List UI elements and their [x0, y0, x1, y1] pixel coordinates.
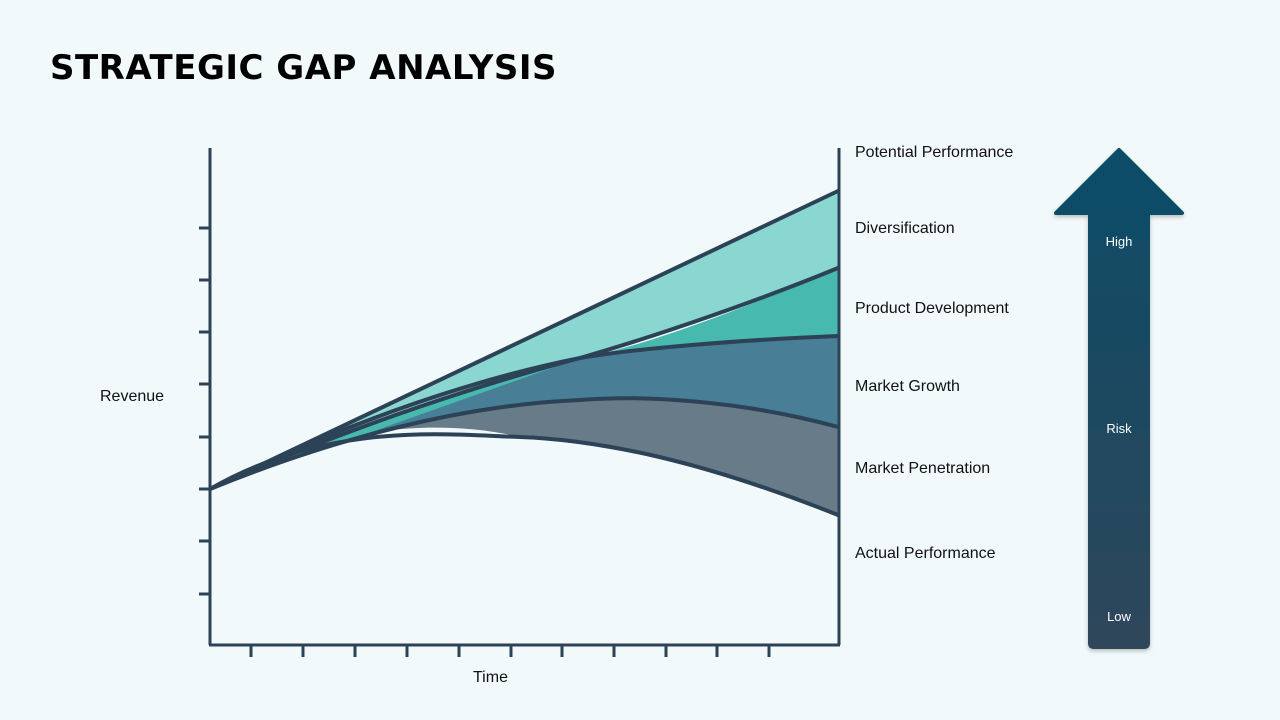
x-axis-label: Time — [473, 669, 508, 686]
band-market-growth — [210, 336, 838, 489]
risk-label: Risk — [1106, 421, 1132, 436]
label-market-penetration: Market Penetration — [855, 460, 991, 477]
risk-high-label: High — [1105, 234, 1133, 249]
label-product-development: Product Development — [855, 300, 1009, 317]
line-actual-performance — [208, 432, 840, 517]
risk-low-label: Low — [1107, 609, 1131, 624]
up-arrow-icon — [1054, 148, 1184, 649]
band-market-penetration — [210, 397, 838, 515]
y-ticks — [199, 226, 210, 596]
label-diversification: Diversification — [855, 220, 955, 237]
line-market-growth-boundary — [208, 396, 840, 491]
line-product-development-boundary — [208, 334, 840, 491]
label-market-growth: Market Growth — [855, 378, 960, 395]
label-potential-performance: Potential Performance — [855, 144, 1014, 161]
risk-arrow: High Risk Low — [1050, 145, 1190, 655]
page-title: STRATEGIC GAP ANALYSIS — [50, 48, 557, 88]
label-actual-performance: Actual Performance — [855, 545, 996, 562]
x-ticks — [249, 645, 771, 657]
y-axis-label: Revenue — [100, 388, 165, 405]
